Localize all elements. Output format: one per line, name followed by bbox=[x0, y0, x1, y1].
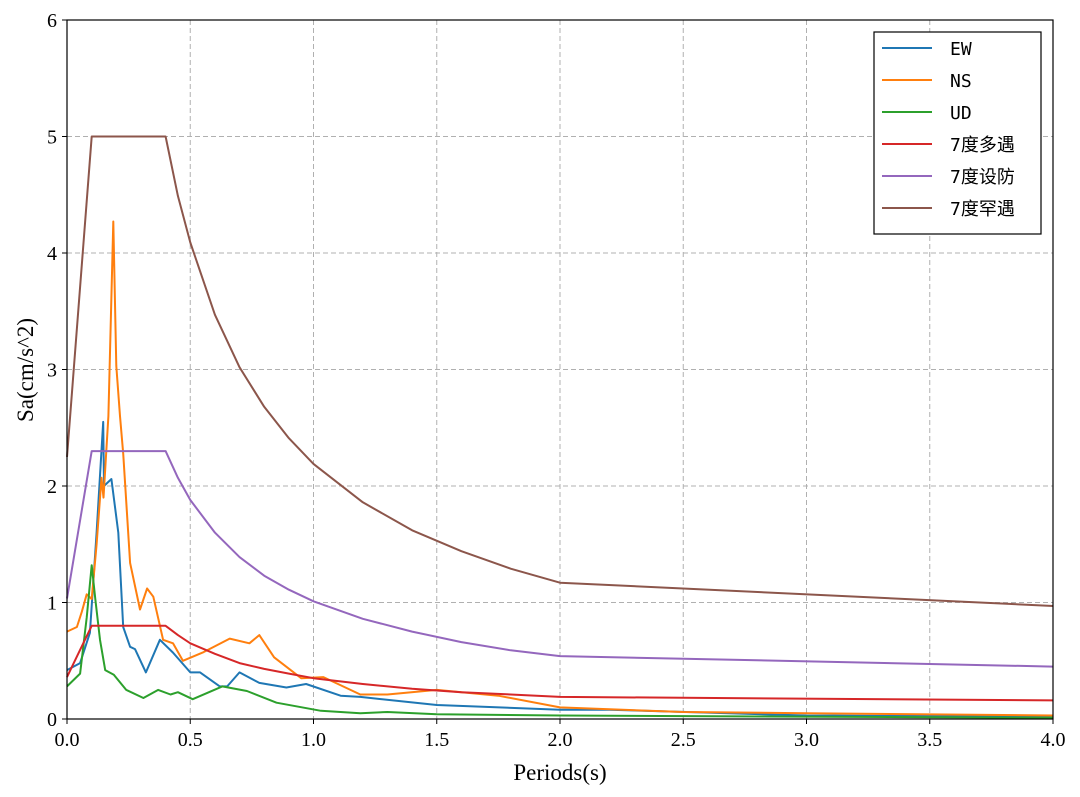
y-tick-label: 4 bbox=[47, 243, 57, 265]
x-tick-label: 2.5 bbox=[671, 729, 696, 751]
legend: EW NS UD 7度多遇 7度设防 7度罕遇 bbox=[873, 31, 1042, 235]
legend-box bbox=[873, 31, 1042, 235]
y-tick-label: 5 bbox=[47, 127, 57, 149]
series-line-0 bbox=[66, 420, 1054, 718]
x-tick-label: 4.0 bbox=[1041, 729, 1066, 751]
y-tick-label: 1 bbox=[47, 593, 57, 615]
x-tick-label: 0.5 bbox=[178, 729, 203, 751]
legend-label: 7度罕遇 bbox=[950, 199, 1015, 220]
x-axis-label: Periods(s) bbox=[513, 760, 606, 785]
x-tick-label: 0.0 bbox=[55, 729, 80, 751]
y-tick-label: 0 bbox=[47, 709, 57, 731]
x-tick-label: 2.0 bbox=[548, 729, 573, 751]
legend-label: 7度设防 bbox=[950, 167, 1015, 188]
series-line-4 bbox=[66, 450, 1054, 668]
x-tick-label: 3.5 bbox=[917, 729, 942, 751]
y-axis-label: Sa(cm/s^2) bbox=[13, 318, 38, 422]
series-line-5 bbox=[66, 135, 1054, 607]
y-tick-label: 6 bbox=[47, 10, 57, 32]
y-tick-label: 2 bbox=[47, 476, 57, 498]
x-tick-label: 1.0 bbox=[301, 729, 326, 751]
axis-ticks: 0.0 0.5 1.0 1.5 2.0 2.5 3.0 3.5 4.0 0 1 2 3 4 5 6 bbox=[47, 10, 1066, 751]
y-tick-label: 3 bbox=[47, 360, 57, 382]
series-line-2 bbox=[66, 564, 1054, 719]
legend-label: EW bbox=[950, 39, 972, 60]
series-line-1 bbox=[66, 220, 1054, 717]
x-tick-label: 3.0 bbox=[794, 729, 819, 751]
series-lines bbox=[66, 135, 1054, 719]
series-line-3 bbox=[66, 624, 1054, 702]
legend-label: UD bbox=[950, 103, 972, 124]
x-tick-label: 1.5 bbox=[424, 729, 449, 751]
legend-label: NS bbox=[950, 71, 972, 92]
legend-label: 7度多遇 bbox=[950, 135, 1015, 156]
